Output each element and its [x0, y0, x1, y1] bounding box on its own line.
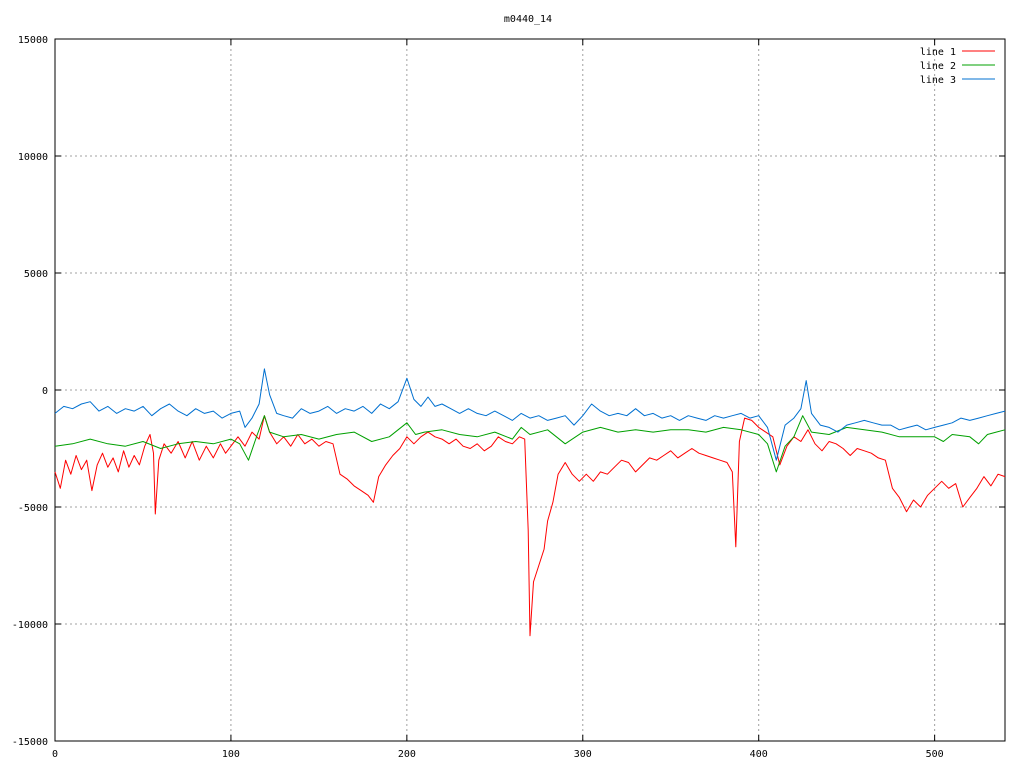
y-tick-label: -5000	[18, 503, 48, 514]
series-line-2	[54, 415, 1006, 473]
y-tick-label: 5000	[24, 269, 48, 280]
legend-label-2: line 2	[920, 61, 956, 72]
legend-label-1: line 1	[920, 47, 956, 58]
axis-ticks: 0 100 200 300 400 500 -15000 -10000 -5000 0 5000 10…	[12, 35, 1005, 760]
y-tick-label: 15000	[18, 35, 48, 46]
y-tick-label: -15000	[12, 737, 48, 748]
x-tick-label: 0	[52, 749, 58, 760]
chart-title: m0440_14	[504, 14, 552, 25]
x-tick-label: 500	[926, 749, 944, 760]
series-line-3	[54, 368, 1006, 461]
x-tick-label: 300	[574, 749, 592, 760]
x-tick-label: 100	[222, 749, 240, 760]
y-tick-label: 10000	[18, 152, 48, 163]
y-tick-label: -10000	[12, 620, 48, 631]
x-tick-label: 200	[398, 749, 416, 760]
legend-label-3: line 3	[920, 75, 956, 86]
series-line-1	[54, 415, 1006, 637]
legend: line 1 line 2 line 3	[920, 47, 995, 86]
series-group	[54, 368, 1006, 637]
x-tick-label: 400	[750, 749, 768, 760]
y-tick-label: 0	[42, 386, 48, 397]
